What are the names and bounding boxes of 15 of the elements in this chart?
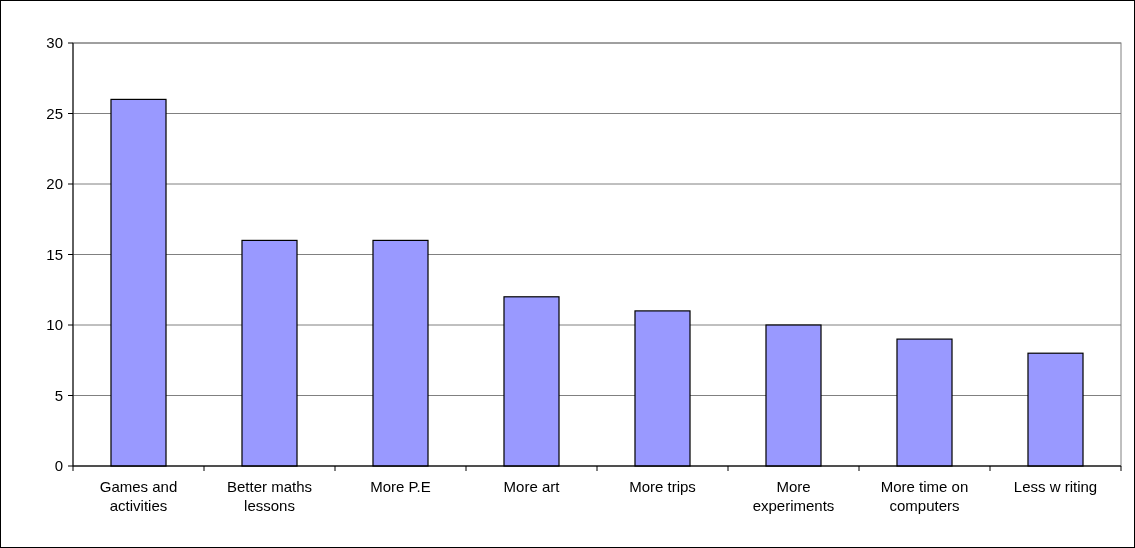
x-tick-label: More experiments: [752, 478, 835, 514]
x-tick-label: More time on computers: [880, 478, 969, 514]
x-tick-label: More art: [503, 478, 561, 495]
x-tick-label: Better maths lessons: [226, 478, 313, 514]
y-tick-label: 10: [46, 316, 63, 334]
y-tick-label: 0: [54, 457, 63, 475]
x-tick-label: More P.E: [370, 478, 431, 495]
x-tick-label: Games and activities: [99, 478, 178, 514]
y-tick-label: 30: [46, 34, 63, 52]
y-tick-label: 15: [46, 245, 63, 263]
x-tick-label: Less w riting: [1013, 478, 1098, 495]
y-tick-label: 5: [54, 386, 63, 404]
y-tick-label: 20: [46, 175, 63, 193]
x-tick-label: More trips: [629, 478, 696, 495]
y-tick-label: 25: [46, 104, 63, 122]
